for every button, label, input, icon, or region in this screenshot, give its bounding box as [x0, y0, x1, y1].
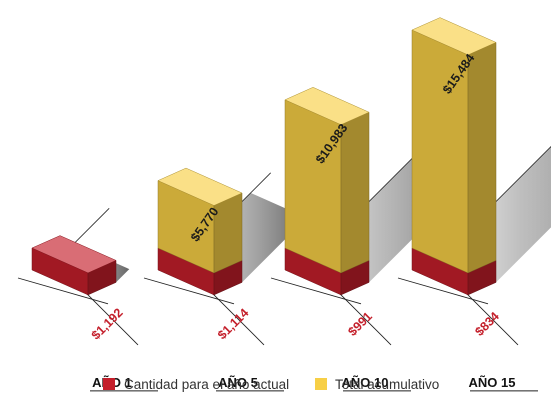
bar-total [284, 87, 370, 274]
current-value-label: $1,192 [89, 306, 126, 343]
legend-swatch-current [103, 378, 115, 390]
legend: Cantidad para el año actual Total acumul… [103, 377, 439, 392]
bar-total [157, 167, 243, 274]
category-label: AÑO 15 [469, 375, 516, 390]
legend-label-current: Cantidad para el año actual [124, 377, 289, 392]
category-label: AÑO 10 [342, 375, 389, 390]
current-value-label: $1,114 [215, 306, 251, 342]
legend-swatch-total [315, 378, 327, 390]
legend-label-total: Total acumulativo [335, 377, 439, 392]
bar-total [411, 17, 497, 274]
bars [31, 17, 497, 296]
category-label: AÑO 5 [218, 375, 258, 390]
bar-current-year1 [31, 235, 117, 296]
